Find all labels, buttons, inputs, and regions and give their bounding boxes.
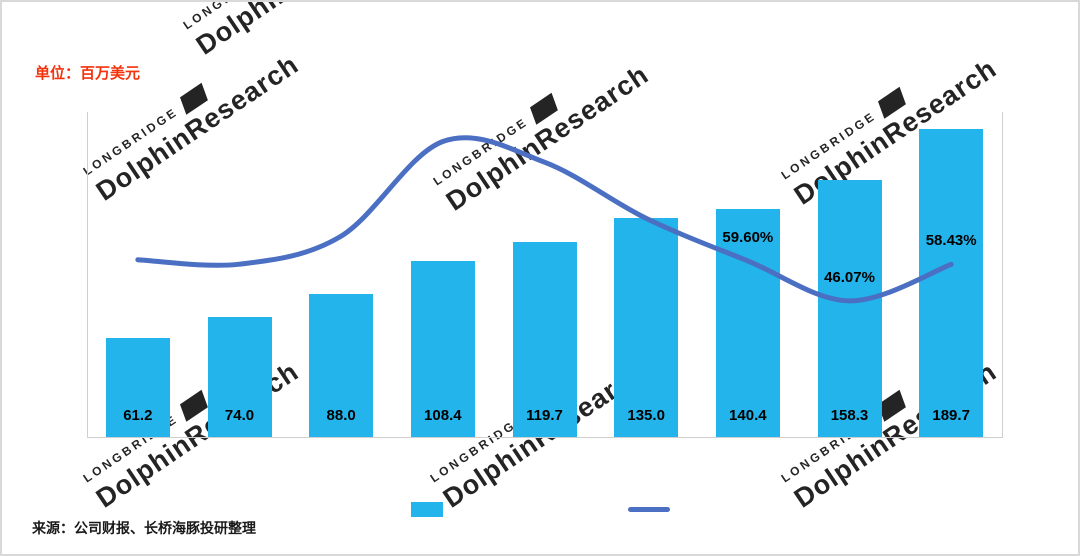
bar: [817, 179, 882, 437]
source-label: 来源：公司财报、长桥海豚投研整理: [32, 520, 256, 536]
bar-value-label: 158.3: [830, 407, 869, 424]
bar-value-label: 135.0: [627, 407, 665, 424]
bar: [309, 294, 374, 437]
bar-value-label: 119.7: [526, 407, 563, 424]
right-axis-line: [1002, 112, 1003, 437]
bar-value-label: 108.4: [424, 407, 462, 424]
bar-value-label: 88.0: [326, 407, 356, 424]
growth-point-label: 46.07%: [824, 268, 875, 286]
legend: [2, 502, 1078, 517]
bar: [614, 217, 679, 437]
growth-point-label: 58.43%: [925, 232, 977, 250]
growth-point-label: 59.60%: [722, 228, 774, 246]
bottom-axis-line: [87, 437, 1003, 438]
legend-bar-swatch: [410, 502, 443, 517]
left-axis-line: [87, 112, 88, 437]
bar-value-label: 140.4: [729, 407, 767, 424]
bar: [105, 337, 170, 437]
bar: [207, 316, 272, 437]
dolphin-research-wordmark: DolphinResearch: [440, 59, 654, 217]
bar: [919, 128, 984, 437]
bar-value-label: 74.0: [224, 407, 255, 424]
legend-line-swatch: [627, 507, 670, 512]
unit-label: 单位：百万美元: [35, 65, 141, 82]
bar-value-label: 61.2: [123, 407, 153, 424]
bar-value-label: 189.7: [932, 407, 970, 424]
